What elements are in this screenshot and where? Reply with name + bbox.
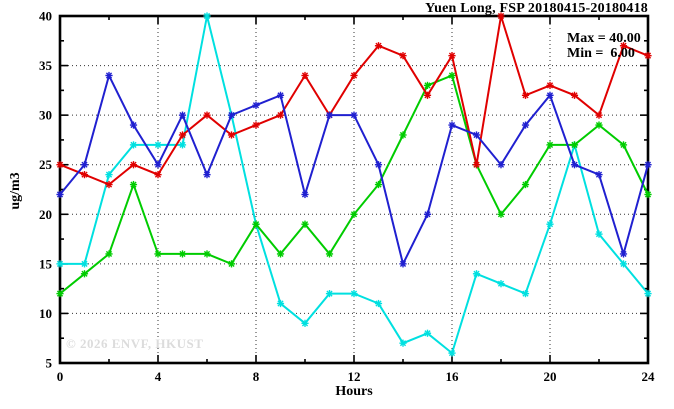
y-tick-label: 25 xyxy=(39,157,53,172)
x-tick-label: 16 xyxy=(446,369,460,384)
y-axis-label: ug/m3 xyxy=(8,172,23,210)
y-tick-label: 30 xyxy=(39,108,52,123)
watermark: © 2026 ENVF, HKUST xyxy=(66,336,204,351)
x-tick-label: 12 xyxy=(348,369,361,384)
legend-min: Min = 6.00 xyxy=(567,46,635,61)
x-tick-label: 0 xyxy=(57,369,64,384)
legend: Max = 40.00 Min = 6.00 xyxy=(567,31,641,61)
series-red-markers xyxy=(56,12,652,189)
x-tick-label: 4 xyxy=(155,369,162,384)
plot-border xyxy=(58,14,650,365)
legend-max: Max = 40.00 xyxy=(567,31,641,46)
y-tick-label: 5 xyxy=(46,356,53,371)
series-cyan xyxy=(56,12,652,357)
series-red xyxy=(56,12,652,189)
x-tick-label: 24 xyxy=(642,369,656,384)
y-tick-label: 15 xyxy=(39,256,53,271)
chart-title: Yuen Long, FSP 20180415-20180418 xyxy=(425,1,648,16)
y-tick-label: 35 xyxy=(39,58,53,73)
series-cyan-markers xyxy=(56,12,652,357)
y-tick-label: 10 xyxy=(39,306,52,321)
series-blue-markers xyxy=(56,71,652,268)
tick-labels: 5 10 15 20 25 30 35 40 0 4 8 12 16 20 24 xyxy=(39,9,655,385)
y-tick-label: 40 xyxy=(39,9,52,24)
x-tick-label: 8 xyxy=(253,369,260,384)
x-tick-label: 20 xyxy=(544,369,557,384)
x-axis-label: Hours xyxy=(335,384,373,399)
y-tick-label: 20 xyxy=(39,207,52,222)
series-blue xyxy=(56,71,652,268)
